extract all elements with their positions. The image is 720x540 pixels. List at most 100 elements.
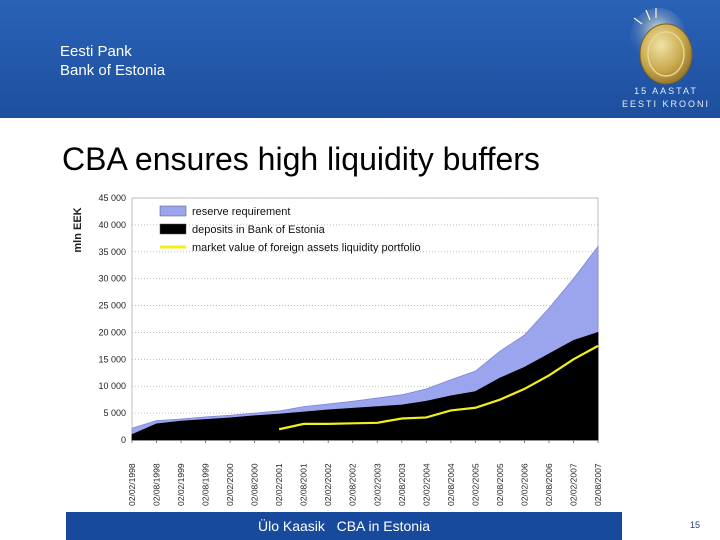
legend-label-2: market value of foreign assets liquidity…	[192, 242, 421, 254]
data-point-s0-13	[450, 379, 452, 381]
data-point-s1-17	[548, 353, 550, 355]
data-point-s1-15	[499, 377, 501, 379]
data-point-s0-6	[278, 410, 280, 412]
x-tick-label: 02/08/2004	[446, 463, 456, 506]
data-point-s0-0	[131, 427, 133, 429]
data-point-s2-11	[401, 418, 403, 420]
data-point-s1-8	[327, 409, 329, 411]
data-point-s0-2	[180, 418, 182, 420]
x-tick-label: 02/02/2003	[372, 463, 382, 506]
data-point-s2-6	[278, 428, 280, 430]
data-point-s2-10	[376, 422, 378, 424]
x-tick-label: 02/02/2002	[323, 463, 333, 506]
legend-swatch-1	[159, 223, 187, 235]
page-number: 15	[690, 520, 701, 530]
x-tick-label: 02/02/1999	[176, 463, 186, 506]
x-tick-label: 02/02/2007	[568, 463, 578, 506]
x-tick-label: 02/08/2005	[495, 463, 505, 506]
data-point-s0-10	[376, 397, 378, 399]
legend-label-1: deposits in Bank of Estonia	[192, 224, 326, 236]
footer-topic: CBA in Estonia	[336, 518, 430, 534]
y-tick-label: 45 000	[98, 193, 126, 203]
x-tick-label: 02/08/2006	[544, 463, 554, 506]
x-tick-label: 02/08/2000	[250, 463, 260, 506]
y-tick-label: 35 000	[98, 247, 126, 257]
data-point-s1-12	[426, 400, 428, 402]
series-area-1	[131, 331, 599, 441]
x-tick-label: 02/02/2004	[421, 463, 431, 506]
data-point-s0-1	[156, 420, 158, 422]
x-tick-label: 02/02/2006	[519, 463, 529, 506]
footer-author: Ülo Kaasik	[258, 518, 325, 534]
y-tick-label: 10 000	[98, 381, 126, 391]
data-point-s2-17	[548, 375, 550, 377]
x-tick-label: 02/08/2002	[348, 463, 358, 506]
slide-title: CBA ensures high liquidity buffers	[62, 141, 540, 177]
data-point-s0-9	[352, 400, 354, 402]
x-tick-label: 02/08/2007	[593, 463, 603, 506]
data-point-s2-14	[475, 407, 477, 409]
data-point-s2-12	[426, 417, 428, 419]
y-tick-label: 5 000	[103, 408, 126, 418]
data-point-s1-11	[401, 404, 403, 406]
bank-name-estonian: Eesti Pank	[60, 43, 132, 60]
data-point-s1-0	[131, 434, 133, 436]
y-tick-label: 20 000	[98, 327, 126, 337]
data-point-s0-17	[548, 307, 550, 309]
data-point-s1-4	[229, 417, 231, 419]
data-point-s1-1	[156, 423, 158, 425]
data-point-s0-12	[426, 388, 428, 390]
data-point-s0-15	[499, 350, 501, 352]
x-tick-label: 02/02/2000	[225, 463, 235, 506]
coin-emblem-icon	[630, 8, 693, 85]
y-tick-label: 0	[121, 435, 126, 445]
data-point-s2-13	[450, 410, 452, 412]
data-point-s0-18	[573, 278, 575, 280]
data-point-s0-19	[597, 246, 599, 248]
data-point-s0-11	[401, 394, 403, 396]
legend-swatch-0	[159, 205, 187, 217]
x-tick-label: 02/02/2005	[470, 463, 480, 506]
data-point-s1-6	[278, 413, 280, 415]
x-tick-label: 02/02/1998	[127, 463, 137, 506]
data-point-s1-9	[352, 407, 354, 409]
data-point-s0-16	[524, 334, 526, 336]
data-point-s1-5	[254, 415, 256, 417]
y-tick-label: 15 000	[98, 354, 126, 364]
data-point-s2-19	[597, 345, 599, 347]
data-point-s0-7	[303, 406, 305, 408]
legend-label-0: reserve requirement	[192, 206, 290, 218]
data-point-s1-19	[597, 332, 599, 334]
data-point-s0-4	[229, 414, 231, 416]
data-point-s2-8	[327, 423, 329, 425]
data-point-s2-16	[524, 388, 526, 390]
emblem-caption-2: EESTI KROONI	[621, 99, 710, 109]
series-line-2	[278, 344, 599, 431]
data-point-s0-3	[205, 416, 207, 418]
data-point-s1-18	[573, 340, 575, 342]
x-tick-label: 02/08/1999	[201, 463, 211, 506]
data-point-s1-14	[475, 391, 477, 393]
data-point-s0-14	[475, 370, 477, 372]
data-point-s1-7	[303, 411, 305, 413]
y-tick-label: 30 000	[98, 274, 126, 284]
data-point-s1-2	[180, 420, 182, 422]
data-point-s0-8	[327, 403, 329, 405]
header-banner: Eesti Pank Bank of Estonia 15 AASTAT EES…	[0, 0, 720, 118]
data-point-s2-7	[303, 423, 305, 425]
data-point-s1-16	[524, 367, 526, 369]
bank-name-english: Bank of Estonia	[60, 62, 166, 79]
y-tick-label: 40 000	[98, 220, 126, 230]
emblem-caption-1: 15 AASTAT	[634, 86, 698, 96]
x-tick-label: 02/08/2001	[299, 463, 309, 506]
y-tick-label: 25 000	[98, 301, 126, 311]
data-point-s2-18	[573, 359, 575, 361]
y-axis-label: mln EEK	[72, 207, 84, 252]
footer-bar: Ülo Kaasik CBA in Estonia	[66, 512, 622, 540]
x-tick-label: 02/02/2001	[274, 463, 284, 506]
data-point-s2-9	[352, 423, 354, 425]
data-point-s1-3	[205, 419, 207, 421]
x-tick-label: 02/08/2003	[397, 463, 407, 506]
data-point-s2-15	[499, 399, 501, 401]
data-point-s1-13	[450, 395, 452, 397]
